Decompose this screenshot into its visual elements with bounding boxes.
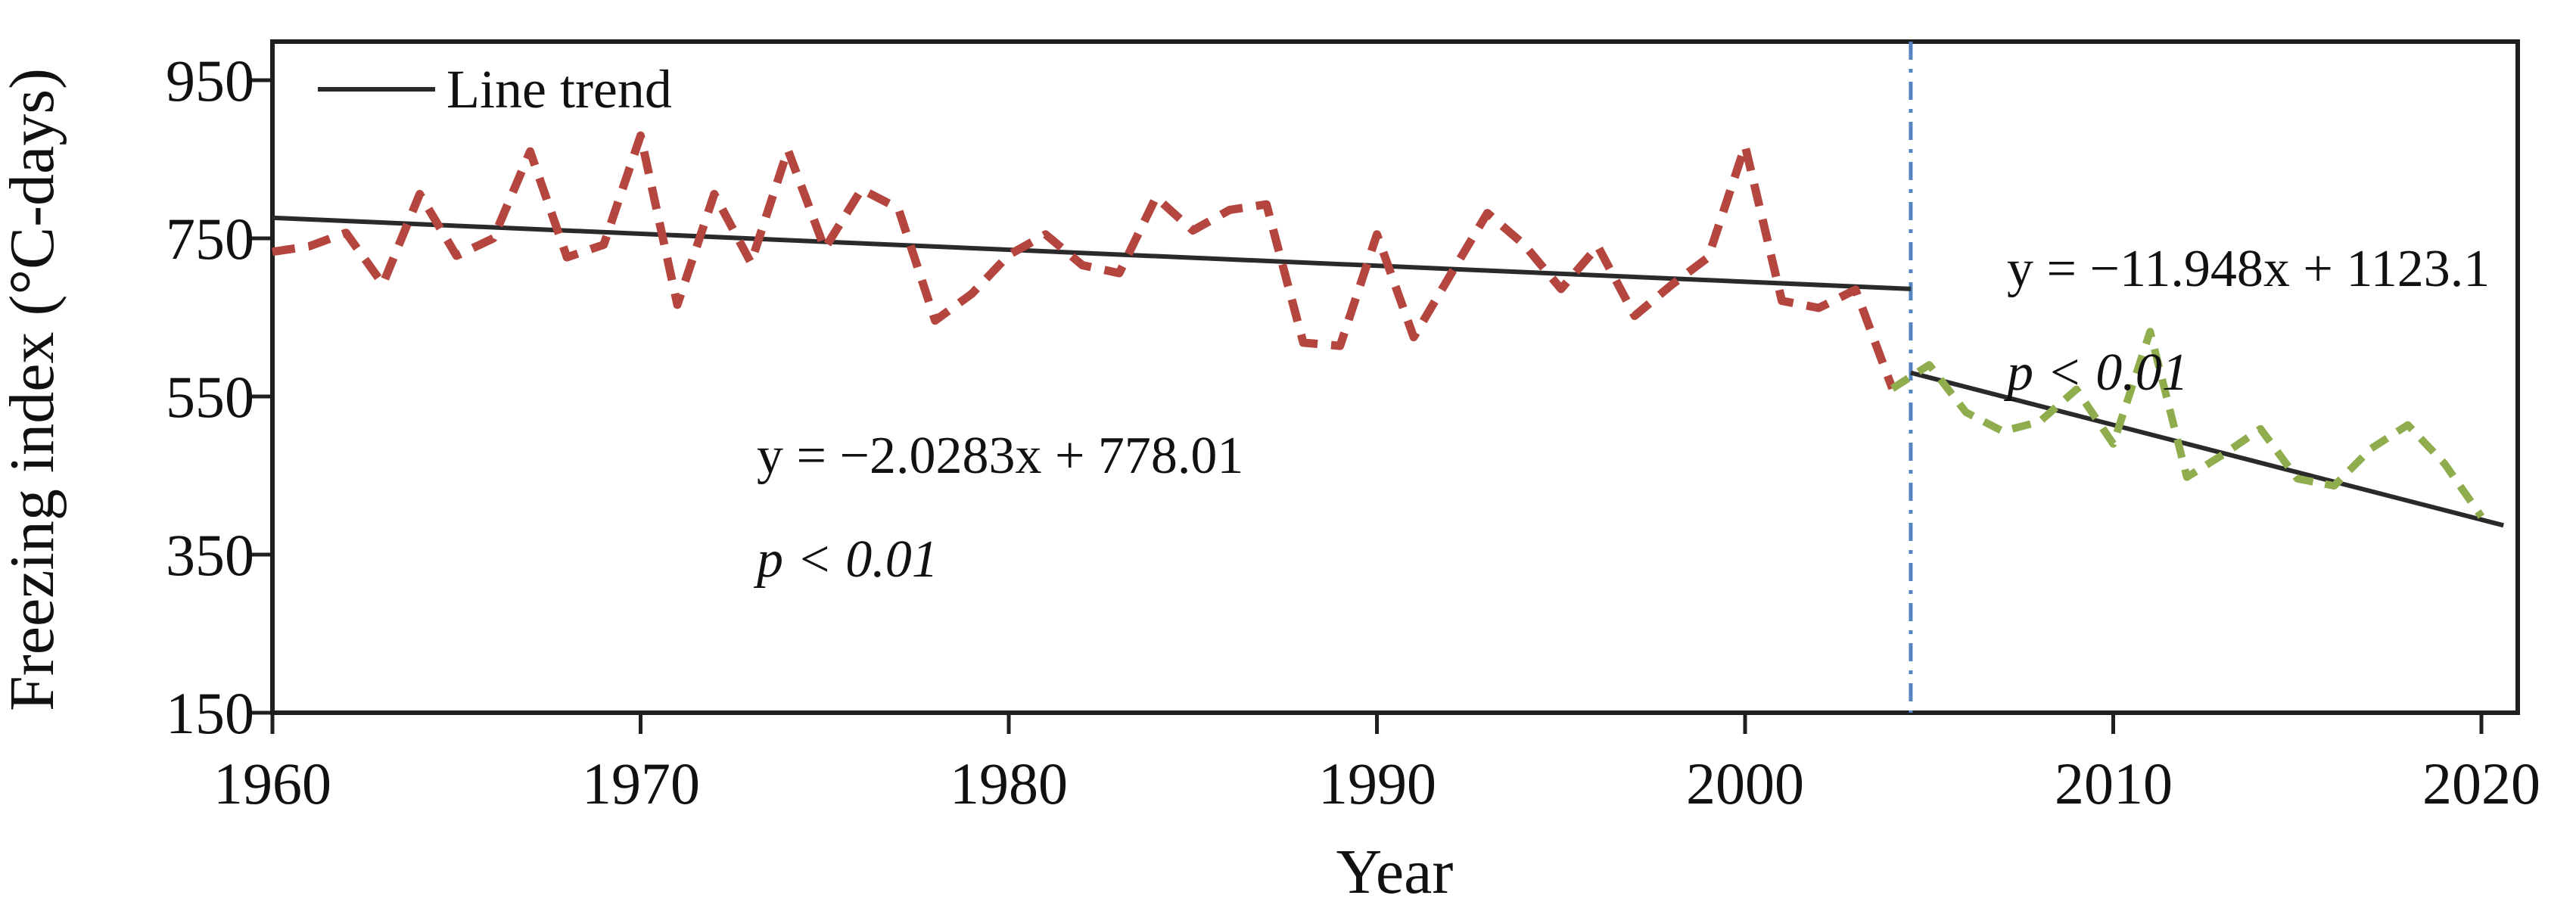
x-tick-label: 2020 xyxy=(2422,751,2540,816)
equation-left-pvalue: p < 0.01 xyxy=(753,530,938,589)
trend-1960-2004 xyxy=(272,215,1912,291)
x-tick-label: 1980 xyxy=(950,751,1068,816)
y-tick-label: 350 xyxy=(166,522,254,588)
x-tick-label: 2010 xyxy=(2055,751,2173,816)
y-tick-label: 550 xyxy=(166,364,254,430)
legend-label: Line trend xyxy=(446,59,672,120)
y-tick-label: 150 xyxy=(166,680,254,746)
equation-right-line1: y = −11.948x + 1123.1 xyxy=(2007,240,2490,298)
plot-border xyxy=(270,39,2520,715)
freezing-index-1960-2004-line xyxy=(272,131,1896,390)
x-tick-label: 1960 xyxy=(213,751,331,816)
x-axis-title: Year xyxy=(1336,837,1454,907)
x-tick-label: 2000 xyxy=(1686,751,1804,816)
x-tick-label: 1970 xyxy=(582,751,700,816)
y-tick-label: 950 xyxy=(166,48,254,113)
x-tick-label: 1990 xyxy=(1318,751,1436,816)
trend-2004-2020 xyxy=(1910,370,2504,528)
y-axis-title: Freezing index (°C-days) xyxy=(0,68,67,711)
freezing-index-2004-2020-line xyxy=(1890,328,2485,519)
equation-right-pvalue: p < 0.01 xyxy=(2003,344,2189,402)
chart-geometry xyxy=(251,39,2520,734)
equation-left-line1: y = −2.0283x + 778.01 xyxy=(757,427,1243,485)
y-tick-label: 750 xyxy=(166,206,254,272)
